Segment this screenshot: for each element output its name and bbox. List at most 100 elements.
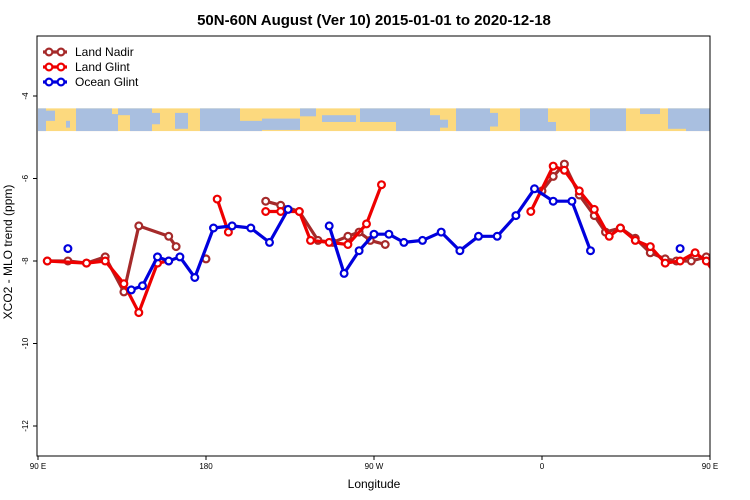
data-point [377, 180, 387, 190]
data-point [455, 246, 465, 256]
map-ocean-region [76, 108, 112, 132]
data-point [418, 235, 428, 245]
chart-title: 50N-60N August (Ver 10) 2015-01-01 to 20… [197, 12, 551, 29]
data-point [585, 246, 595, 256]
map-ocean-region [300, 108, 316, 117]
map-ocean-region [490, 112, 498, 127]
data-point [645, 242, 655, 252]
map-ocean-region [38, 108, 46, 132]
data-point [675, 244, 685, 254]
map-ocean-region [590, 108, 626, 132]
y-tick-label: -8 [21, 257, 30, 265]
map-ocean-region [360, 108, 396, 122]
map-ocean-region [520, 108, 548, 132]
data-point [153, 252, 163, 262]
data-point [261, 196, 271, 206]
data-point [380, 240, 390, 250]
y-tick-label: -6 [21, 174, 30, 182]
data-point [660, 258, 670, 268]
data-point [134, 308, 144, 318]
data-point [126, 285, 136, 295]
map-ocean-region [322, 115, 356, 122]
data-point [134, 221, 144, 231]
x-axis-label: Longitude [348, 477, 401, 491]
data-point [324, 221, 334, 231]
legend-marker [44, 62, 54, 72]
series-ocean-glint [63, 184, 685, 295]
data-point [492, 231, 502, 241]
data-point [265, 237, 275, 247]
data-point [175, 252, 185, 262]
data-point [164, 231, 174, 241]
data-point [567, 196, 577, 206]
data-point [42, 256, 52, 266]
map-ocean-region [200, 108, 240, 132]
data-point [324, 237, 334, 247]
data-point [675, 256, 685, 266]
map-ocean-region [240, 120, 262, 132]
map-ocean-region [456, 108, 490, 132]
legend-marker [44, 47, 54, 57]
legend-marker [56, 47, 66, 57]
data-point [164, 256, 174, 266]
map-ocean-region [118, 108, 130, 116]
data-point [526, 207, 536, 217]
data-point [399, 237, 409, 247]
x-tick-label: 180 [199, 462, 213, 471]
data-point [343, 240, 353, 250]
data-point [686, 256, 696, 266]
data-point [227, 221, 237, 231]
y-axis-label: XCO2 - MLO trend (ppm) [1, 185, 15, 320]
series-line [327, 187, 592, 275]
legend-marker [56, 77, 66, 87]
data-point [171, 242, 181, 252]
map-ocean-region [548, 121, 556, 132]
map-strip [38, 108, 710, 132]
map-ocean-region [130, 108, 152, 132]
x-tick-label: 0 [540, 462, 545, 471]
data-point [589, 204, 599, 214]
data-point [343, 231, 353, 241]
data-point [384, 229, 394, 239]
data-point [574, 186, 584, 196]
map-ocean-region [262, 118, 300, 130]
data-point [212, 194, 222, 204]
data-point [100, 256, 110, 266]
x-tick-label: 90 E [702, 462, 718, 471]
data-point [209, 223, 219, 233]
data-point [138, 281, 148, 291]
data-point [548, 161, 558, 171]
data-point [306, 235, 316, 245]
data-point [283, 204, 293, 214]
legend-label: Land Glint [75, 60, 130, 74]
map-ocean-region [686, 108, 710, 132]
data-point [369, 229, 379, 239]
map-ocean-region [440, 119, 448, 128]
data-point [81, 258, 91, 268]
data-point [701, 256, 710, 266]
data-point [529, 184, 539, 194]
map-ocean-region [112, 114, 118, 132]
legend-label: Land Nadir [75, 45, 134, 59]
legend-marker [56, 62, 66, 72]
data-point [615, 223, 625, 233]
data-point [604, 231, 614, 241]
legend-label: Ocean Glint [75, 75, 139, 89]
y-axis-ticks: -4 -6 -8 -10 -12 [21, 92, 37, 432]
data-point [474, 231, 484, 241]
data-point [511, 211, 521, 221]
series-layer [42, 159, 710, 318]
data-point [246, 223, 256, 233]
map-ocean-region [175, 112, 188, 129]
legend-marker [44, 77, 54, 87]
map-ocean-region [640, 108, 660, 115]
data-point [690, 248, 700, 258]
x-tick-label: 90 W [365, 462, 384, 471]
data-point [261, 207, 271, 217]
data-point [354, 246, 364, 256]
map-ocean-region [396, 108, 430, 132]
data-point [294, 207, 304, 217]
